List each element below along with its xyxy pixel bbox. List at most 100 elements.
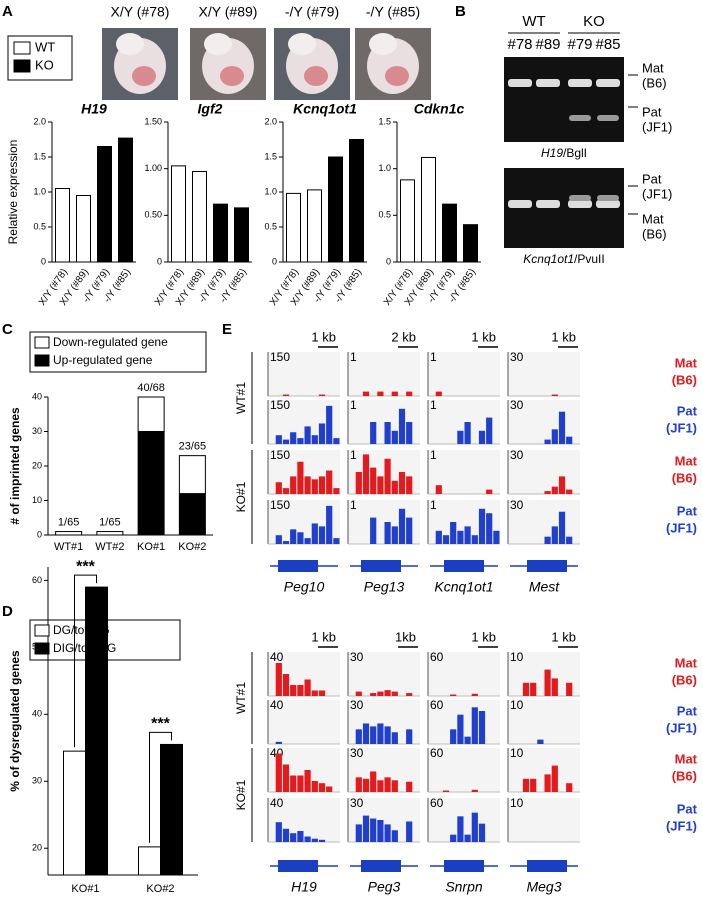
coverage-bar (398, 508, 406, 544)
gel-band (508, 79, 532, 87)
y-tick-label: 0 (41, 256, 46, 266)
coverage-bar (370, 517, 377, 544)
coverage-bar (457, 530, 464, 544)
legend-swatch (34, 336, 50, 349)
coverage-bar (318, 476, 326, 494)
track-label: Pat (677, 703, 698, 718)
coverage-bar (282, 541, 290, 544)
gene-name: Mest (529, 579, 560, 595)
coverage-bar (275, 663, 282, 696)
coverage-bar (362, 391, 370, 396)
coverage-bar (275, 822, 282, 842)
coverage-bar (377, 476, 384, 494)
coverage-bar (318, 526, 326, 544)
bar (76, 195, 91, 263)
coverage-bar (442, 790, 450, 792)
coverage-bar (558, 476, 566, 494)
coverage-bar (391, 830, 398, 842)
track-bg (508, 352, 580, 396)
coverage-bar (275, 482, 282, 494)
bar (192, 170, 207, 263)
embryo-liver (132, 66, 156, 86)
bar (286, 192, 301, 263)
significance-label: *** (151, 716, 170, 733)
gel-image (504, 57, 624, 142)
coverage-bar (457, 816, 464, 842)
marker-label: (JF1) (642, 119, 672, 134)
coverage-bar (377, 820, 384, 842)
bar (400, 179, 415, 263)
coverage-bar (558, 411, 566, 444)
legend-box (29, 331, 207, 373)
gel-gene: H19 (541, 146, 563, 160)
coverage-bar (355, 777, 362, 792)
coverage-bar (450, 522, 457, 544)
bar (138, 846, 161, 876)
coverage-bar (318, 783, 326, 792)
coverage-bar (464, 422, 471, 444)
coverage-bar (297, 461, 304, 494)
track-label: Pat (677, 403, 698, 418)
gene-model-exon (444, 860, 484, 872)
gel-band (568, 200, 592, 208)
coverage-bar (290, 432, 297, 444)
gene-model-exon (361, 560, 401, 572)
sample-label: WT#1 (234, 382, 248, 414)
scale-label: 2 kb (391, 329, 416, 344)
coverage-bar (384, 690, 391, 696)
track-bg (348, 352, 420, 396)
coverage-bar (406, 781, 413, 792)
embryo-liver (220, 66, 244, 86)
coverage-bar (275, 435, 282, 444)
y-tick-label: 60 (32, 575, 42, 585)
bar (63, 750, 86, 876)
coverage-bar (464, 736, 471, 744)
gene-model-exon (444, 560, 484, 572)
coverage-bar (318, 839, 326, 842)
coverage-bar (297, 532, 304, 544)
panel-label: D (2, 603, 13, 620)
coverage-bar (304, 770, 311, 792)
coverage-bar (435, 530, 442, 544)
track-ymax: 40 (270, 796, 284, 810)
lane-label: #78 (507, 36, 532, 53)
track-ymax: 1 (430, 398, 437, 412)
legend-label: DG/total G (53, 623, 110, 637)
bar-segment (137, 396, 165, 432)
gel-gene: Kcnq1ot1 (523, 252, 574, 266)
coverage-bar (544, 491, 551, 494)
y-axis-label: % of dysregulated genes (8, 650, 22, 792)
gel-band (508, 200, 532, 208)
coverage-bar (406, 422, 413, 444)
gene-model-exon (278, 560, 318, 572)
coverage-bar (391, 480, 398, 494)
coverage-bar (522, 682, 530, 696)
x-tick-label: WT#1 (54, 541, 83, 553)
gel-band (536, 79, 560, 87)
track-ymax: 40 (270, 698, 284, 712)
coverage-bar (566, 682, 573, 696)
coverage-bar (478, 711, 486, 744)
bar-annotation: 1/65 (99, 516, 120, 528)
bar (85, 586, 108, 876)
coverage-bar (282, 674, 290, 696)
coverage-bar (406, 517, 413, 544)
coverage-bar (384, 422, 391, 444)
marker-label: (B6) (642, 75, 667, 90)
scale-label: 1 kb (471, 329, 496, 344)
coverage-bar (311, 479, 318, 494)
coverage-bar (391, 430, 398, 444)
embryo-liver (304, 66, 328, 86)
coverage-bar (362, 454, 370, 494)
coverage-bar (478, 508, 486, 544)
legend-box (7, 35, 73, 81)
gel-band (597, 195, 619, 201)
y-tick-label: 0.5 (264, 221, 277, 231)
track-ymax: 30 (510, 448, 524, 462)
track-ymax: 1 (350, 448, 357, 462)
embryo-label: X/Y (#78) (111, 4, 170, 20)
coverage-bar (326, 405, 333, 444)
track-label: (JF1) (666, 818, 697, 833)
coverage-bar (304, 679, 311, 696)
y-tick-label: 1.0 (378, 163, 391, 173)
